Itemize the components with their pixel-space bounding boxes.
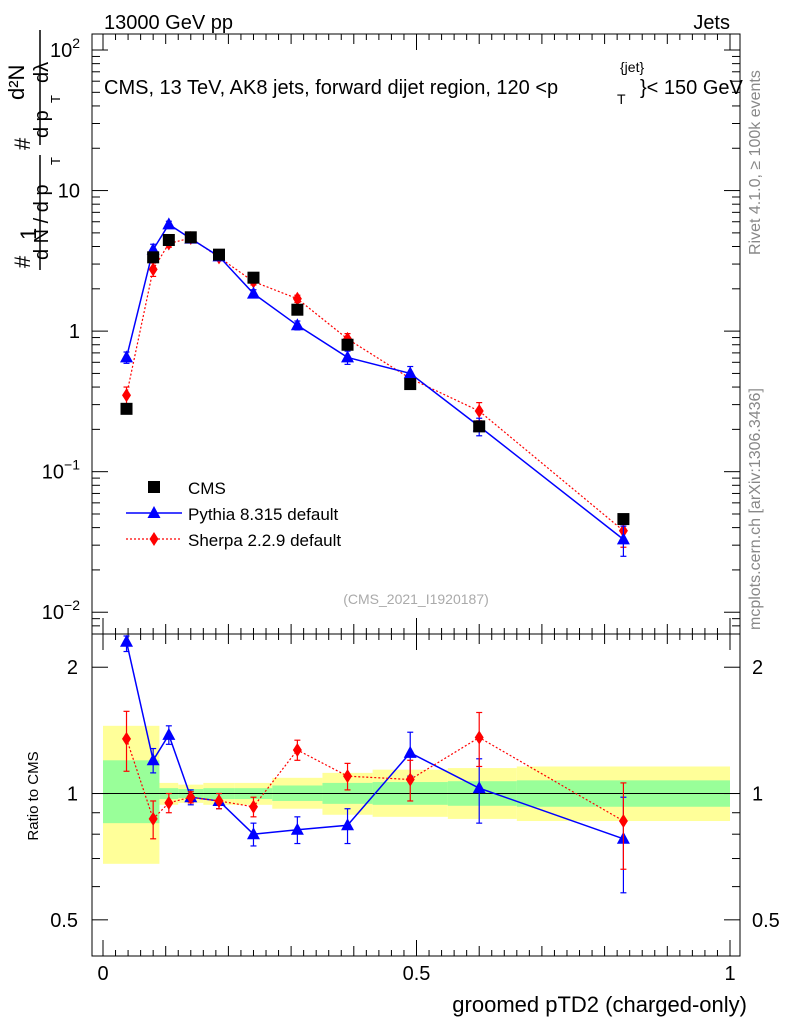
- pythia-point: [290, 318, 304, 331]
- legend: CMS Pythia 8.315 default Sherpa 2.2.9 defa…: [126, 479, 341, 550]
- ratio-pythia-point: [290, 822, 304, 835]
- ratio-series: [120, 634, 630, 894]
- pythia-point: [120, 350, 134, 363]
- ratio-sherpa-point: [618, 814, 628, 829]
- cms-point: [120, 402, 133, 415]
- sherpa-point: [474, 404, 484, 419]
- sherpa-point: [148, 262, 158, 277]
- ylabel-den2: d p: [31, 110, 53, 138]
- legend-marker: [147, 506, 161, 518]
- title-sub: T: [617, 91, 626, 107]
- cms-point: [404, 378, 417, 391]
- ratio-pythia-point: [120, 634, 134, 647]
- rivet-version-label: Rivet 4.1.0, ≥ 100k events: [747, 70, 764, 255]
- cms-point: [212, 248, 225, 261]
- ratio-sherpa-point: [343, 769, 353, 784]
- pythia-point: [403, 366, 417, 379]
- legend-label: CMS: [188, 479, 226, 498]
- ratio-pythia-point: [146, 753, 160, 766]
- ratio-sherpa-point: [122, 731, 132, 746]
- ratio-sherpa-point: [292, 742, 302, 757]
- ratio-ylabel: Ratio to CMS: [25, 751, 42, 840]
- header-right: Jets: [693, 12, 730, 34]
- legend-label: Sherpa 2.2.9 default: [188, 531, 341, 550]
- main-ytick-label: 1: [69, 321, 80, 343]
- main-ylabel: # 1 d N / d p T # d²N d p T dλ: [4, 30, 63, 270]
- ratio-band-green: [103, 760, 160, 824]
- ratio-sherpa-point: [474, 730, 484, 745]
- plot-title: CMS, 13 TeV, AK8 jets, forward dijet reg…: [104, 59, 744, 107]
- main-ytick-label: 10−2: [42, 597, 80, 624]
- title-main: CMS, 13 TeV, AK8 jets, forward dijet reg…: [104, 77, 558, 99]
- ylabel-den-sub: T: [48, 157, 63, 165]
- ratio-sherpa-point: [248, 799, 258, 814]
- sherpa-point: [122, 388, 132, 403]
- main-series: [120, 217, 630, 557]
- ratio-pythia-point: [341, 818, 355, 831]
- ylabel-hash2: #: [10, 137, 35, 150]
- ratio-sherpa-point: [186, 790, 196, 805]
- ylabel-dlambda: dλ: [31, 62, 53, 83]
- title-end: }< 150 GeV: [640, 77, 744, 99]
- main-ytick-label: 102: [50, 35, 80, 62]
- cms-point: [341, 338, 354, 351]
- ratio-pythia-point: [403, 745, 417, 758]
- ratio-ytick-label: 1: [67, 784, 78, 806]
- x-axis-label: groomed pTD2 (charged-only): [452, 992, 747, 1017]
- cms-point: [247, 271, 260, 284]
- pythia-point: [341, 350, 355, 363]
- ylabel-num: d²N: [4, 65, 29, 100]
- ylabel-hash1: #: [10, 255, 35, 268]
- title-sup: {jet}: [620, 59, 644, 75]
- main-ytick-label: 10: [58, 181, 80, 203]
- pythia-point: [162, 217, 176, 230]
- ylabel-den2-sub: T: [48, 95, 63, 103]
- legend-marker: [148, 481, 160, 493]
- ratio-sherpa-point: [405, 772, 415, 787]
- ratio-sherpa-point: [164, 795, 174, 810]
- ratio-pythia-point: [472, 781, 486, 794]
- ratio-ytick-label: 2: [67, 657, 78, 679]
- legend-label: Pythia 8.315 default: [188, 505, 339, 524]
- ratio-ytick-label: 0.5: [50, 910, 78, 932]
- x-tick-label: 1: [724, 963, 735, 985]
- cms-point: [184, 231, 197, 244]
- header-left: 13000 GeV pp: [104, 12, 233, 34]
- cms-point: [473, 420, 486, 433]
- ratio-ytick-label-right: 0.5: [752, 910, 780, 932]
- ylabel-one: 1: [16, 228, 41, 240]
- ratio-pythia-point: [162, 727, 176, 740]
- pythia-point: [616, 532, 630, 545]
- sherpa-point: [292, 291, 302, 306]
- ratio-sherpa-point: [214, 793, 224, 808]
- mcplots-label: mcplots.cern.ch [arXiv:1306.3436]: [747, 388, 764, 630]
- ylabel-den: d N / d p: [31, 184, 53, 260]
- x-tick-label: 0.5: [403, 963, 431, 985]
- legend-marker: [149, 532, 159, 546]
- cms-point: [162, 233, 175, 246]
- ratio-sherpa-point: [148, 811, 158, 826]
- cms-point: [617, 513, 630, 526]
- pythia-point: [246, 286, 260, 299]
- main-axes: 10−2 10−1 1 10 102: [42, 33, 741, 635]
- analysis-id: (CMS_2021_I1920187): [343, 591, 489, 607]
- ratio-axes: 0 0.5 1 0.5 0.5 1 1 2 2: [50, 633, 780, 985]
- x-tick-label: 0: [97, 963, 108, 985]
- cms-point: [147, 251, 160, 264]
- cms-point: [291, 303, 304, 316]
- ratio-pythia-point: [246, 827, 260, 840]
- ratio-ytick-label-right: 2: [752, 657, 763, 679]
- ratio-ytick-label-right: 1: [752, 784, 763, 806]
- main-ytick-label: 10−1: [42, 457, 80, 484]
